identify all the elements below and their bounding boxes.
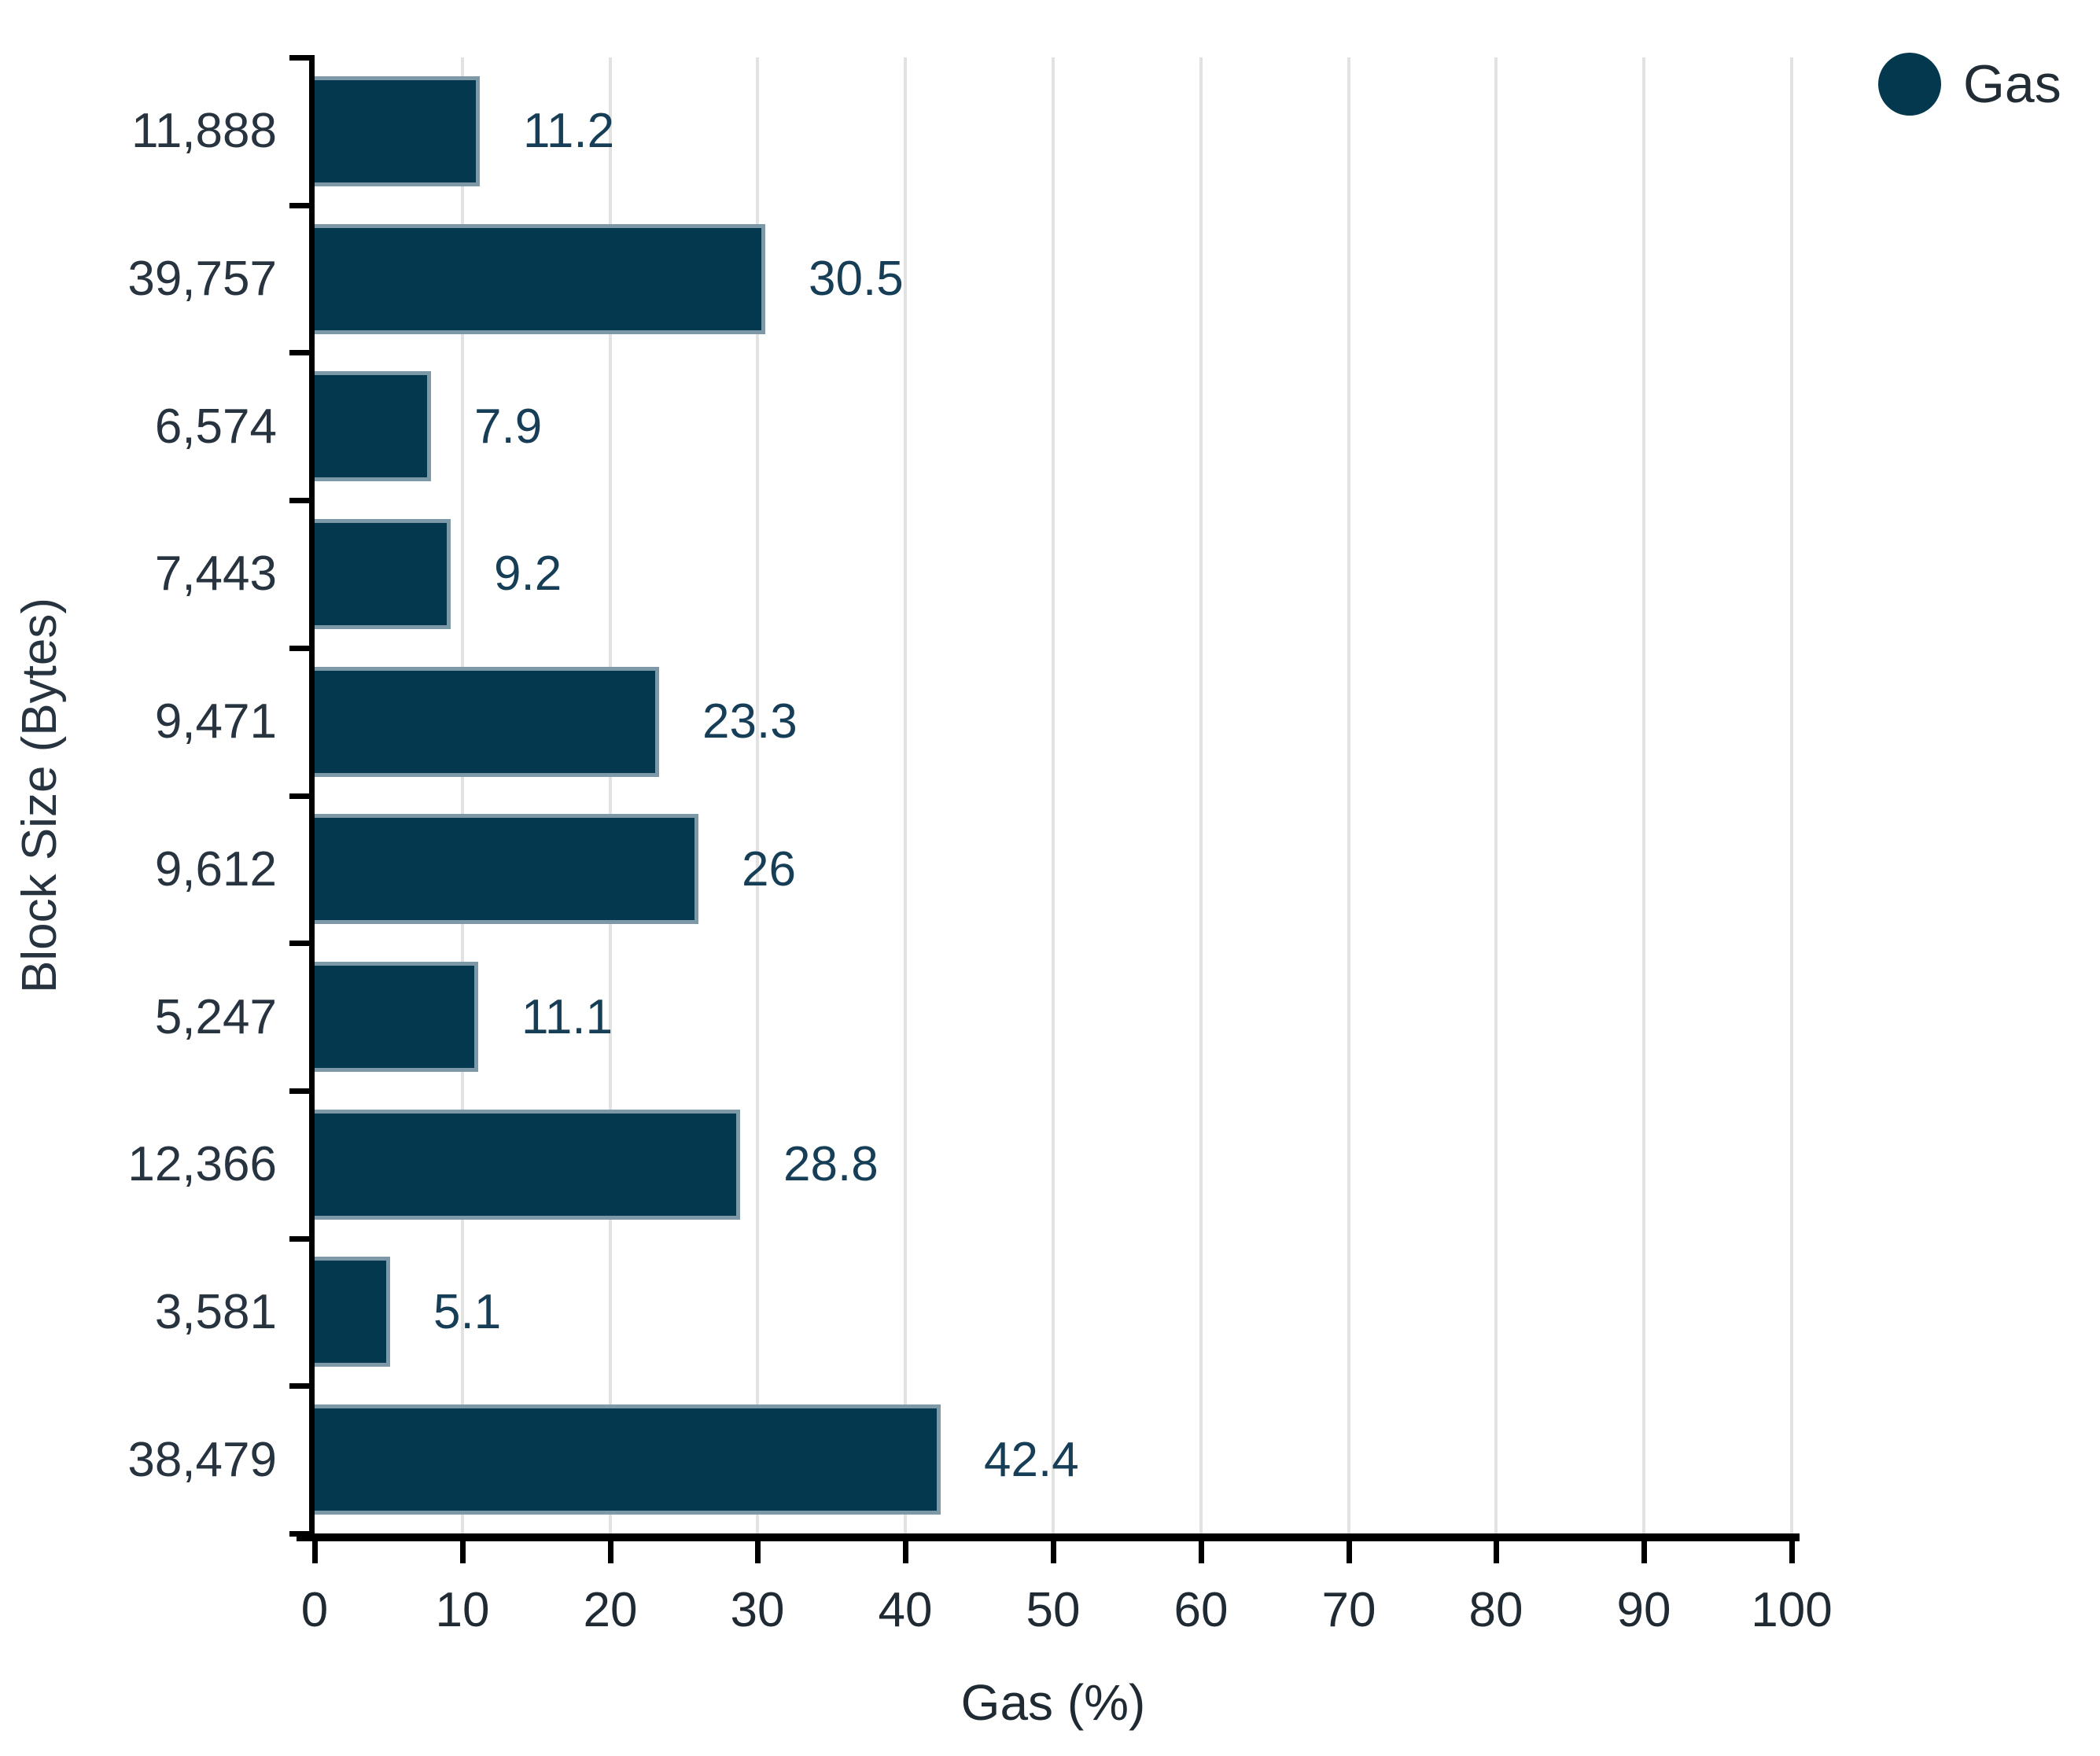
x-tick-label: 70 — [1321, 1582, 1376, 1637]
y-axis-tick — [289, 55, 315, 61]
x-axis-tick — [1494, 1533, 1499, 1563]
bar-value-label: 28.8 — [783, 1137, 879, 1192]
x-axis-tick — [755, 1533, 761, 1563]
gridline — [1494, 57, 1498, 1533]
bar[interactable] — [310, 666, 659, 777]
bar-value-label: 11.1 — [521, 989, 613, 1044]
bar-value-label: 7.9 — [474, 399, 543, 454]
x-axis-tick — [1199, 1533, 1204, 1563]
y-axis-tick — [289, 1383, 315, 1389]
x-axis-tick — [1347, 1533, 1352, 1563]
series-marker-circle-icon — [1878, 53, 1941, 116]
legend-item-gas[interactable]: Gas — [1878, 53, 2061, 116]
x-tick-label: 0 — [300, 1582, 329, 1637]
x-axis-tick — [460, 1533, 466, 1563]
y-axis-tick — [289, 350, 315, 355]
x-tick-label: 10 — [435, 1582, 490, 1637]
bar-value-label: 9.2 — [494, 547, 562, 602]
y-axis-tick — [289, 1088, 315, 1094]
plot-area: 11.2 30.5 7.9 9.2 23.3 26 11.1 28.8 5.1 42.4 — [310, 57, 1793, 1533]
bar-value-label: 26 — [742, 841, 796, 896]
y-axis-line — [309, 57, 315, 1541]
gridline — [1052, 57, 1055, 1533]
gridline — [756, 57, 759, 1533]
gridline — [1790, 57, 1793, 1533]
gridline — [1642, 57, 1645, 1533]
x-axis-tick — [1051, 1533, 1056, 1563]
legend-label: Gas — [1963, 54, 2061, 114]
x-axis-tick — [1789, 1533, 1795, 1563]
gridline — [461, 57, 464, 1533]
x-tick-label: 90 — [1616, 1582, 1671, 1637]
x-tick-label: 60 — [1173, 1582, 1229, 1637]
category-label: 9,612 — [154, 841, 277, 896]
bar-value-label: 11.2 — [523, 104, 615, 159]
bar[interactable] — [310, 962, 478, 1073]
y-axis-tick — [289, 941, 315, 946]
bar-value-label: 23.3 — [702, 694, 798, 749]
bar-value-label: 5.1 — [433, 1284, 502, 1339]
x-axis-line — [297, 1533, 1800, 1541]
category-label: 12,366 — [127, 1137, 277, 1192]
bar[interactable] — [310, 223, 765, 334]
bar[interactable] — [310, 1257, 390, 1368]
x-tick-label: 40 — [878, 1582, 933, 1637]
x-tick-label: 100 — [1751, 1582, 1833, 1637]
x-axis-tick — [312, 1533, 318, 1563]
category-label: 7,443 — [154, 547, 277, 602]
gridline — [1199, 57, 1203, 1533]
x-axis-tick — [608, 1533, 613, 1563]
category-label: 9,471 — [154, 694, 277, 749]
y-axis-tick — [289, 793, 315, 799]
bar-value-label: 42.4 — [984, 1432, 1079, 1487]
bar[interactable] — [310, 75, 480, 186]
x-axis-tick — [903, 1533, 908, 1563]
gridline — [609, 57, 612, 1533]
bar[interactable] — [310, 1109, 740, 1220]
category-label: 11,888 — [131, 104, 277, 159]
y-axis-tick — [289, 498, 315, 503]
bar[interactable] — [310, 518, 451, 629]
category-label: 38,479 — [127, 1432, 277, 1487]
category-label: 3,581 — [154, 1284, 277, 1339]
x-tick-label: 50 — [1026, 1582, 1081, 1637]
x-axis-title-wrap: Gas (%) — [315, 1673, 1792, 1732]
x-tick-label: 80 — [1468, 1582, 1523, 1637]
gridline — [904, 57, 907, 1533]
bar[interactable] — [310, 371, 431, 482]
x-tick-label: 20 — [583, 1582, 638, 1637]
legend: Gas — [1878, 50, 2061, 118]
category-label: 39,757 — [127, 252, 277, 307]
gridline — [1347, 57, 1350, 1533]
y-axis-tick — [289, 646, 315, 651]
x-tick-label: 30 — [730, 1582, 785, 1637]
x-axis-tick — [1641, 1533, 1647, 1563]
y-axis-tick — [289, 203, 315, 208]
x-axis-title: Gas (%) — [960, 1674, 1146, 1731]
category-label: 5,247 — [154, 989, 277, 1044]
category-label: 6,574 — [154, 399, 277, 454]
bar[interactable] — [310, 1404, 941, 1515]
bar-value-label: 30.5 — [809, 252, 904, 307]
bar[interactable] — [310, 814, 698, 925]
y-axis-tick — [289, 1236, 315, 1242]
